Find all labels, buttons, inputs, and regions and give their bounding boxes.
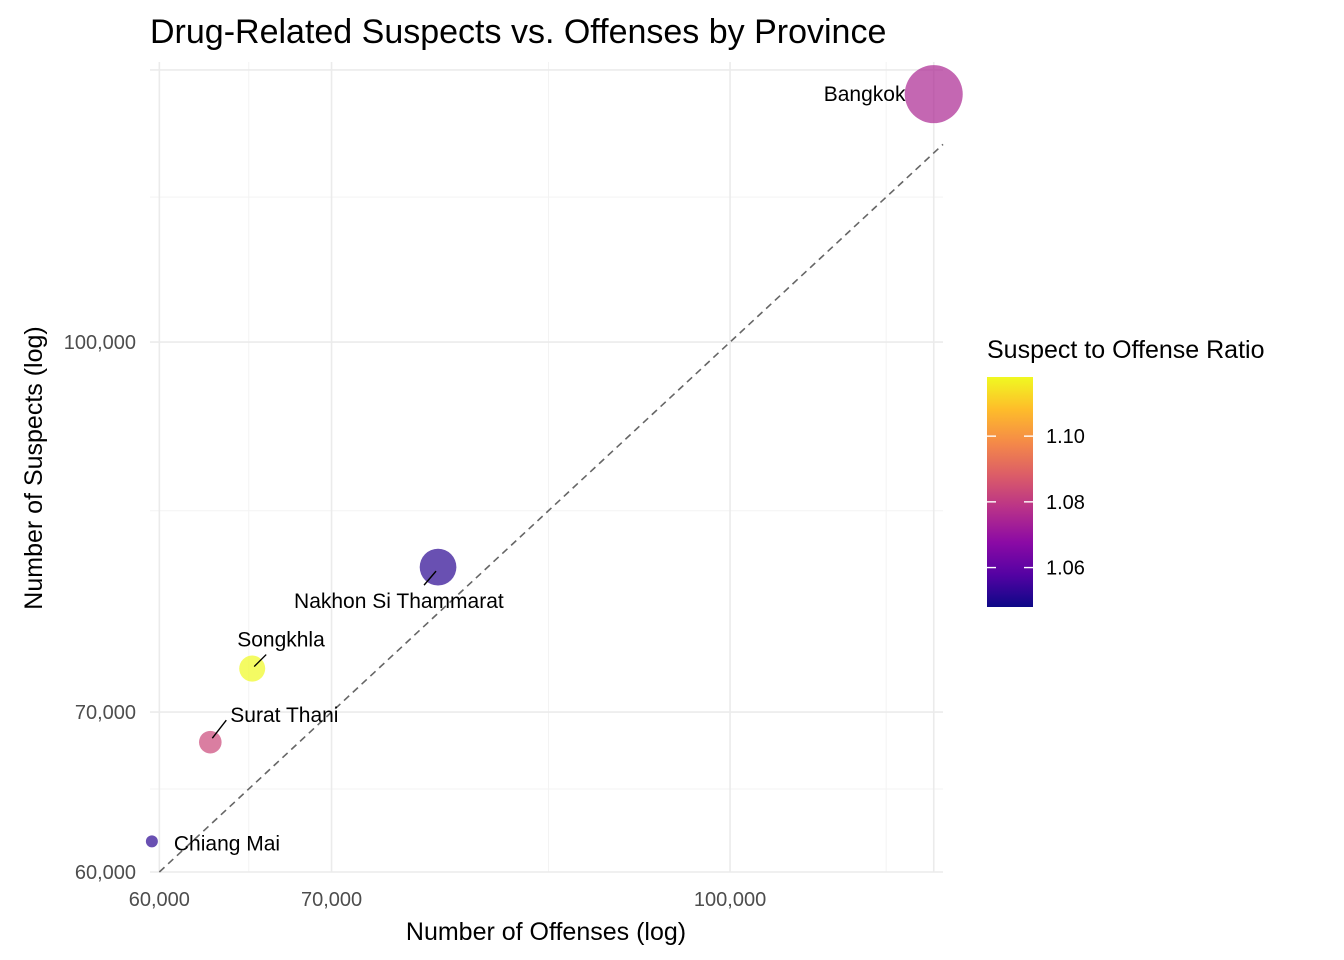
x-tick-label: 70,000 (301, 889, 362, 911)
legend-title: Suspect to Offense Ratio (987, 336, 1264, 364)
legend-tick-label: 1.06 (1046, 558, 1085, 580)
data-point (904, 65, 963, 124)
point-label: Bangkok (824, 83, 906, 106)
label-leader-line (211, 719, 227, 739)
data-point (199, 730, 222, 754)
y-axis-title: Number of Suspects (log) (20, 326, 48, 609)
identity-line (158, 143, 944, 873)
data-point (419, 548, 457, 586)
data-point (145, 835, 158, 848)
y-tick-label: 60,000 (75, 862, 136, 884)
label-leader-line (423, 570, 437, 586)
x-tick-label: 100,000 (694, 889, 766, 911)
x-axis-title: Number of Offenses (log) (406, 918, 686, 946)
reference-line (158, 143, 944, 873)
y-tick-label: 100,000 (64, 332, 136, 354)
grid (150, 62, 943, 873)
point-labels: Bangkok Nakhon Si Thammarat Songkhla Surat … (174, 83, 906, 855)
x-tick-label: 60,000 (129, 889, 190, 911)
point-label: Songkhla (237, 629, 325, 652)
data-points (145, 65, 963, 848)
color-legend: Suspect to Offense Ratio 1.06 1.08 1.10 (987, 336, 1264, 607)
y-axis-ticks: 60,000 70,000 100,000 (64, 332, 136, 884)
legend-colorbar (987, 377, 1033, 607)
label-leader-line (253, 654, 267, 668)
point-label: Surat Thani (230, 704, 338, 727)
chart-title: Drug-Related Suspects vs. Offenses by Pr… (150, 13, 886, 51)
x-axis-ticks: 60,000 70,000 100,000 (129, 889, 766, 911)
point-label: Chiang Mai (174, 832, 280, 855)
legend-tick-label: 1.10 (1046, 426, 1085, 448)
y-tick-label: 70,000 (75, 702, 136, 724)
legend-ticks: 1.06 1.08 1.10 (987, 426, 1085, 580)
point-label: Nakhon Si Thammarat (294, 590, 504, 613)
legend-tick-label: 1.08 (1046, 492, 1085, 514)
